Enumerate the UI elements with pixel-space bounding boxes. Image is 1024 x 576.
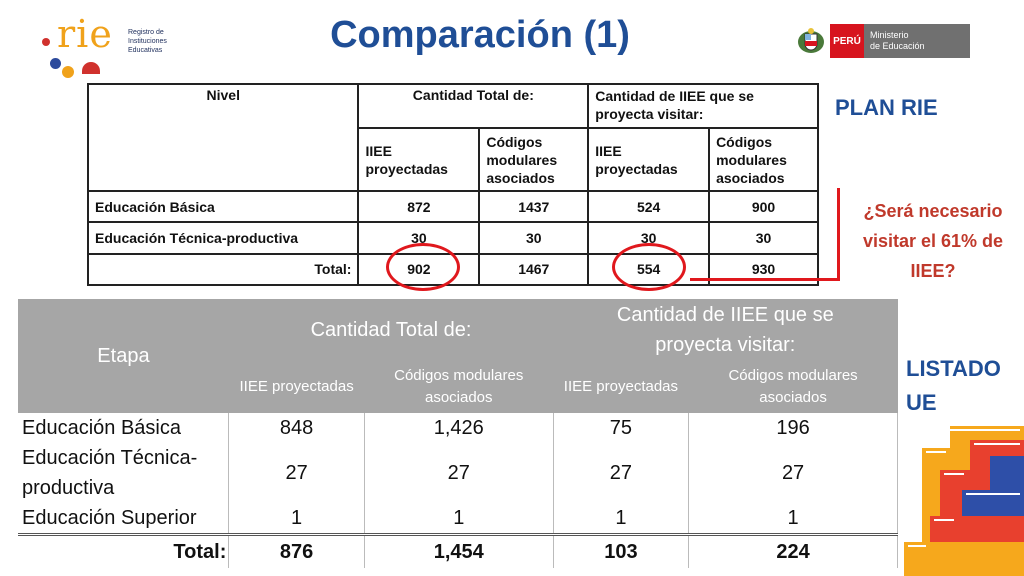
rie-logo: rie Registro de Instituciones Educativas xyxy=(40,12,170,80)
header-total-group: Cantidad Total de: xyxy=(310,319,472,341)
header-etapa: Etapa xyxy=(97,345,150,367)
cell: 1 xyxy=(688,503,898,535)
listado-ue-table: Etapa Cantidad Total de: Cantidad de IIE… xyxy=(18,299,898,568)
listado-ue-label: LISTADO UE xyxy=(906,356,1001,415)
header-col3: IIEE proyectadas xyxy=(587,127,711,193)
logo-wordmark: rie xyxy=(57,12,113,56)
logo-dot-red xyxy=(42,38,50,46)
cell: 524 xyxy=(587,190,711,224)
cell: 27 xyxy=(553,443,690,503)
header-visit-group: Cantidad de IIEE que se proyecta visitar… xyxy=(587,82,819,130)
cell: 27 xyxy=(228,443,365,503)
plan-rie-label: PLAN RIE xyxy=(835,95,938,120)
header-visit-group: Cantidad de IIEE que se proyecta visitar… xyxy=(616,304,834,356)
annotation-question: ¿Será necesario visitar el 61% de IIEE? xyxy=(862,201,1004,281)
logo-subtitle: Registro de Instituciones Educativas xyxy=(128,29,167,54)
table-row: Educación Superior 1 1 1 1 xyxy=(18,503,898,535)
cell: 872 xyxy=(357,190,481,224)
highlight-circle-visit-iiee xyxy=(612,243,686,291)
total-row: Total: 876 1,454 103 224 xyxy=(18,533,898,568)
row-label: Educación Técnica-productiva xyxy=(86,221,360,255)
total-cell: 876 xyxy=(228,533,365,568)
logo-dot-blue xyxy=(50,58,61,69)
decorative-stairs-graphic xyxy=(904,426,1024,576)
total-cell: 1,454 xyxy=(364,533,554,568)
header-col2: Códigos modulares asociados xyxy=(394,367,524,406)
row-label: Total: xyxy=(86,252,360,287)
cell: 30 xyxy=(478,221,590,255)
table-row: Educación Técnica-productiva 30 30 30 30 xyxy=(86,221,819,255)
cell: 848 xyxy=(228,413,365,443)
slide-title: Comparación (1) xyxy=(330,14,630,56)
cell: 1,426 xyxy=(364,413,554,443)
pointer-line-horizontal xyxy=(690,278,840,281)
header-col2: Códigos modulares asociados xyxy=(478,127,590,193)
total-cell: 103 xyxy=(553,533,690,568)
header-col3: IIEE proyectadas xyxy=(563,378,679,395)
logo-dot-orange xyxy=(62,66,74,78)
cell: 27 xyxy=(688,443,898,503)
header-col4: Códigos modulares asociados xyxy=(728,367,858,406)
cell: 196 xyxy=(688,413,898,443)
cell: 900 xyxy=(708,190,819,224)
header-nivel: Nivel xyxy=(86,82,360,193)
row-label: Educación Superior xyxy=(18,503,230,535)
header-col1: IIEE proyectadas xyxy=(357,127,481,193)
ministry-logo: PERÚ Ministerio de Educación xyxy=(796,24,970,58)
cell: 1 xyxy=(553,503,690,535)
table-row: Educación Básica 872 1437 524 900 xyxy=(86,190,819,224)
peru-badge: PERÚ xyxy=(830,24,864,58)
table-row: Educación Básica 848 1,426 75 196 xyxy=(18,413,898,443)
cell: 1467 xyxy=(478,252,590,287)
cell: 1 xyxy=(364,503,554,535)
ministry-name: Ministerio de Educación xyxy=(864,24,970,58)
total-label: Total: xyxy=(18,533,230,568)
row-label: Educación Básica xyxy=(86,190,360,224)
table-row: Educación Técnica-productiva 27 27 27 27 xyxy=(18,443,898,503)
header-total-group: Cantidad Total de: xyxy=(357,82,590,130)
cell: 27 xyxy=(364,443,554,503)
row-label: Educación Básica xyxy=(18,413,230,443)
header-col4: Códigos modulares asociados xyxy=(708,127,819,193)
coat-of-arms-icon xyxy=(798,28,824,53)
header-col1: IIEE proyectadas xyxy=(239,378,354,395)
logo-dot-red-half xyxy=(82,62,100,74)
total-cell: 224 xyxy=(688,533,898,568)
row-label: Educación Técnica-productiva xyxy=(18,443,230,503)
cell: 1 xyxy=(228,503,365,535)
cell: 75 xyxy=(553,413,690,443)
cell: 1437 xyxy=(478,190,590,224)
cell: 30 xyxy=(708,221,819,255)
pointer-line-vertical xyxy=(837,188,840,281)
highlight-circle-total-iiee xyxy=(386,243,460,291)
